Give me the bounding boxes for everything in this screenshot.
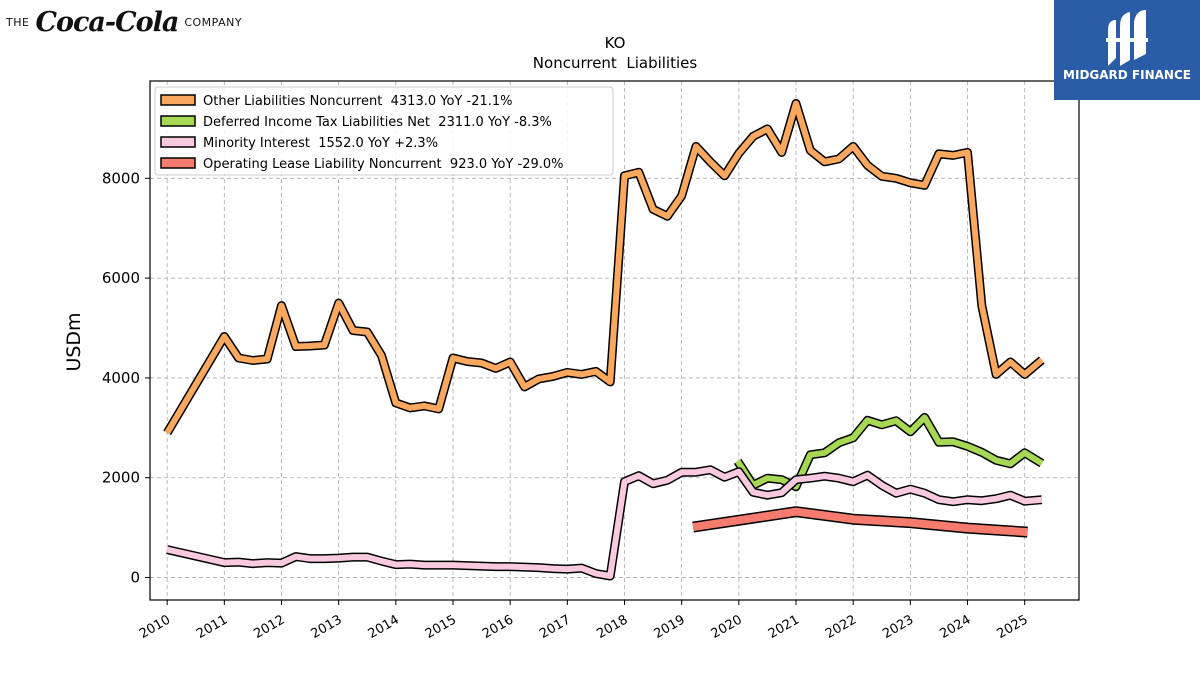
x-tick-label: 2025 [995, 612, 1031, 642]
series-line-outline [733, 412, 1045, 492]
series-line [733, 412, 1045, 492]
series-line [166, 465, 1043, 581]
series-line [692, 506, 1028, 538]
chart-subtitle: Noncurrent Liabilities [533, 54, 698, 72]
plot-frame [149, 80, 1080, 601]
legend-label: Other Liabilities Noncurrent 4313.0 YoY … [203, 94, 513, 109]
x-tick-label: 2016 [480, 612, 516, 642]
logo-script: Coca-Cola [35, 6, 179, 38]
series-line [163, 99, 1045, 436]
x-tick-label: 2021 [766, 612, 802, 642]
legend-label: Operating Lease Liability Noncurrent 923… [203, 157, 564, 172]
x-tick-label: 2010 [137, 612, 173, 642]
y-axis-label: USDm [63, 312, 85, 371]
x-tick-label: 2017 [537, 612, 573, 642]
publisher-logo: MIDGARD FINANCE [1054, 0, 1200, 100]
series-line-stroke [692, 507, 1028, 537]
x-tick-label: 2014 [366, 612, 402, 642]
legend-label: Minority Interest 1552.0 YoY +2.3% [203, 136, 438, 151]
y-tick-label: 8000 [102, 169, 140, 187]
legend-label: Deferred Income Tax Liabilities Net 2311… [203, 115, 552, 130]
company-logo: THE Coca-Cola COMPANY [6, 2, 242, 42]
x-tick-label: 2020 [709, 612, 745, 642]
x-tick-label: 2013 [308, 612, 344, 642]
logo-prefix: THE [6, 15, 30, 29]
y-tick-label: 6000 [102, 269, 140, 287]
publisher-mark-icon [1106, 10, 1148, 66]
legend-box [154, 86, 614, 176]
x-tick-label: 2012 [251, 612, 287, 642]
x-tick-label: 2022 [823, 612, 859, 642]
x-tick-label: 2024 [937, 612, 973, 642]
x-tick-label: 2023 [880, 612, 916, 642]
logo-suffix: COMPANY [184, 15, 243, 29]
legend-swatch [160, 136, 196, 148]
legend-swatch [160, 115, 196, 127]
legend-swatch [160, 94, 196, 106]
x-tick-label: 2019 [652, 612, 688, 642]
legend: Other Liabilities Noncurrent 4313.0 YoY … [154, 86, 614, 176]
y-tick-label: 0 [130, 569, 140, 587]
y-tick-label: 2000 [102, 469, 140, 487]
series-line-stroke [166, 466, 1043, 579]
series-layer [163, 99, 1045, 581]
x-tick-label: 2015 [423, 612, 459, 642]
series-line-stroke [164, 100, 1044, 435]
x-tick-label: 2011 [194, 612, 230, 642]
chart-title: KO [605, 34, 626, 52]
publisher-name: MIDGARD FINANCE [1063, 68, 1191, 82]
legend-swatch [160, 157, 196, 169]
y-tick-label: 4000 [102, 369, 140, 387]
x-tick-label: 2018 [594, 612, 630, 642]
